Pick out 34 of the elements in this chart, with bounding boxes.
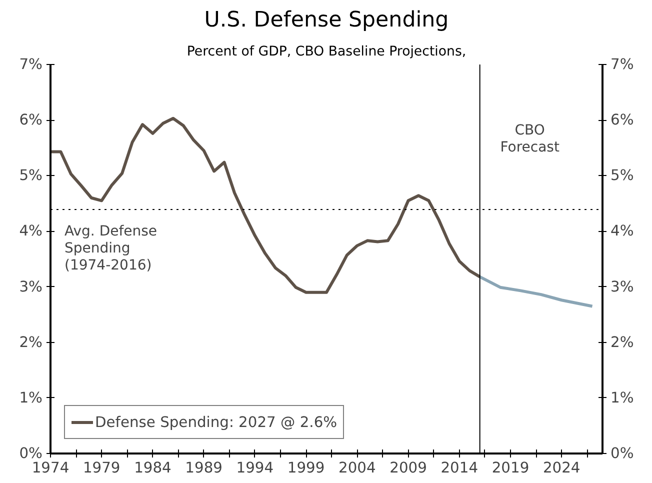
y2-tick-label: 4% xyxy=(610,222,634,240)
x-tick-label: 2024 xyxy=(542,460,580,476)
y2-tick-label: 2% xyxy=(610,334,634,351)
y2-tick-label: 5% xyxy=(610,167,634,184)
y-tick-label: 5% xyxy=(19,167,43,184)
ref-line-label: Avg. Defense Spending (1974-2016) xyxy=(64,224,158,274)
y2-tick-label: 7% xyxy=(610,56,634,73)
y2-tick-label: 3% xyxy=(610,278,634,296)
y-tick-label: 0% xyxy=(19,445,43,462)
ref-line-label: CBO Forecast xyxy=(500,122,560,156)
x-tick-label: 2014 xyxy=(440,460,478,476)
y-tick-label: 7% xyxy=(19,56,43,73)
x-tick-label: 1989 xyxy=(185,460,222,476)
x-tick-label: 1999 xyxy=(287,460,325,476)
line-series xyxy=(478,275,594,308)
y2-tick-label: 6% xyxy=(610,112,634,129)
y-tick-label: 2% xyxy=(19,334,43,351)
y-tick-label: 1% xyxy=(19,389,43,406)
y2-tick-label: 1% xyxy=(610,389,634,406)
y-tick-label: 3% xyxy=(19,278,43,296)
x-tick-label: 1974 xyxy=(32,460,70,476)
x-tick-label: 2019 xyxy=(492,460,530,476)
x-tick-label: 2004 xyxy=(338,460,376,476)
chart-subtitle: Percent of GDP, CBO Baseline Projections, xyxy=(186,44,466,60)
y-tick-label: 6% xyxy=(19,112,43,129)
x-tick-label: 1984 xyxy=(134,460,172,476)
x-tick-label: 2009 xyxy=(390,460,427,476)
y-tick-label: 4% xyxy=(19,222,43,240)
y2-tick-label: 0% xyxy=(610,445,634,462)
chart-title: U.S. Defense Spending xyxy=(204,8,449,32)
line-series xyxy=(50,116,482,294)
x-tick-label: 1994 xyxy=(236,460,274,476)
legend-label: Defense Spending: 2027 @ 2.6% xyxy=(95,414,338,430)
x-tick-label: 1979 xyxy=(82,460,120,476)
